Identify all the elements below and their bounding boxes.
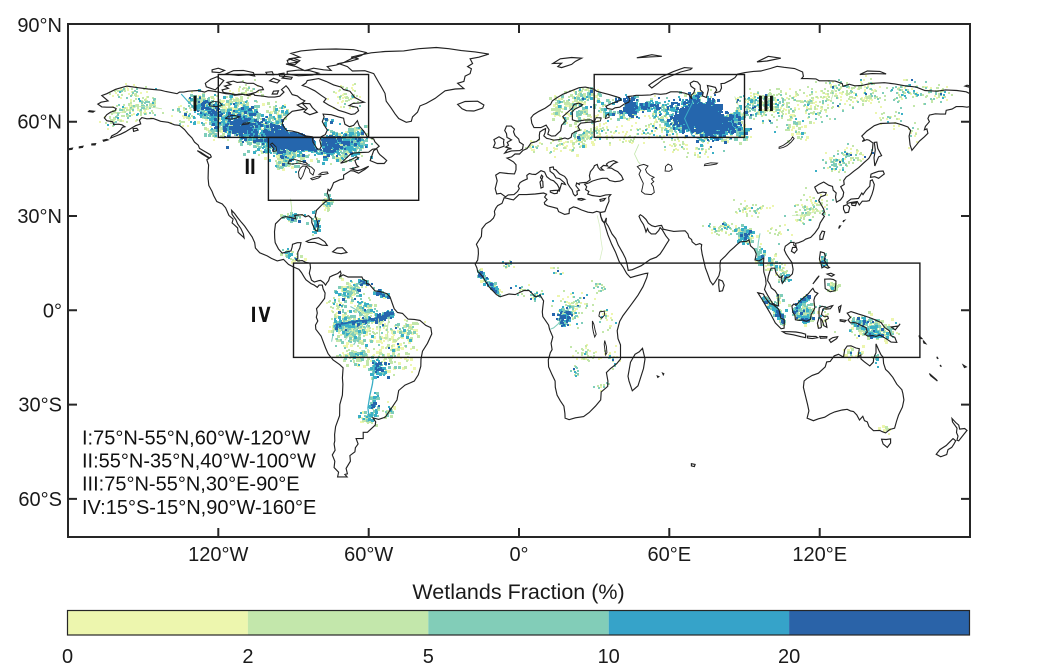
svg-text:60°S: 60°S	[18, 489, 62, 511]
svg-text:120°E: 120°E	[792, 544, 847, 566]
svg-text:5: 5	[423, 646, 434, 668]
svg-text:60°E: 60°E	[648, 544, 692, 566]
svg-text:I:75°N-55°N,60°W-120°W: I:75°N-55°N,60°W-120°W	[82, 428, 310, 450]
svg-text:10: 10	[598, 646, 620, 668]
svg-text:60°N: 60°N	[17, 112, 62, 134]
svg-text:0°: 0°	[43, 300, 62, 322]
svg-text:Wetlands Fraction (%): Wetlands Fraction (%)	[412, 580, 624, 604]
svg-text:0°: 0°	[509, 544, 528, 566]
svg-text:90°N: 90°N	[17, 15, 62, 37]
svg-text:0: 0	[62, 646, 73, 668]
svg-text:120°W: 120°W	[188, 544, 248, 566]
svg-text:III:75°N-55°N,30°E-90°E: III:75°N-55°N,30°E-90°E	[82, 474, 300, 496]
svg-text:20: 20	[778, 646, 800, 668]
svg-text:2: 2	[242, 646, 253, 668]
svg-text:30°S: 30°S	[18, 395, 62, 417]
svg-text:30°N: 30°N	[17, 206, 62, 228]
svg-text:IV:15°S-15°N,90°W-160°E: IV:15°S-15°N,90°W-160°E	[82, 497, 316, 519]
svg-text:II:55°N-35°N,40°W-100°W: II:55°N-35°N,40°W-100°W	[82, 451, 316, 473]
svg-text:60°W: 60°W	[344, 544, 393, 566]
